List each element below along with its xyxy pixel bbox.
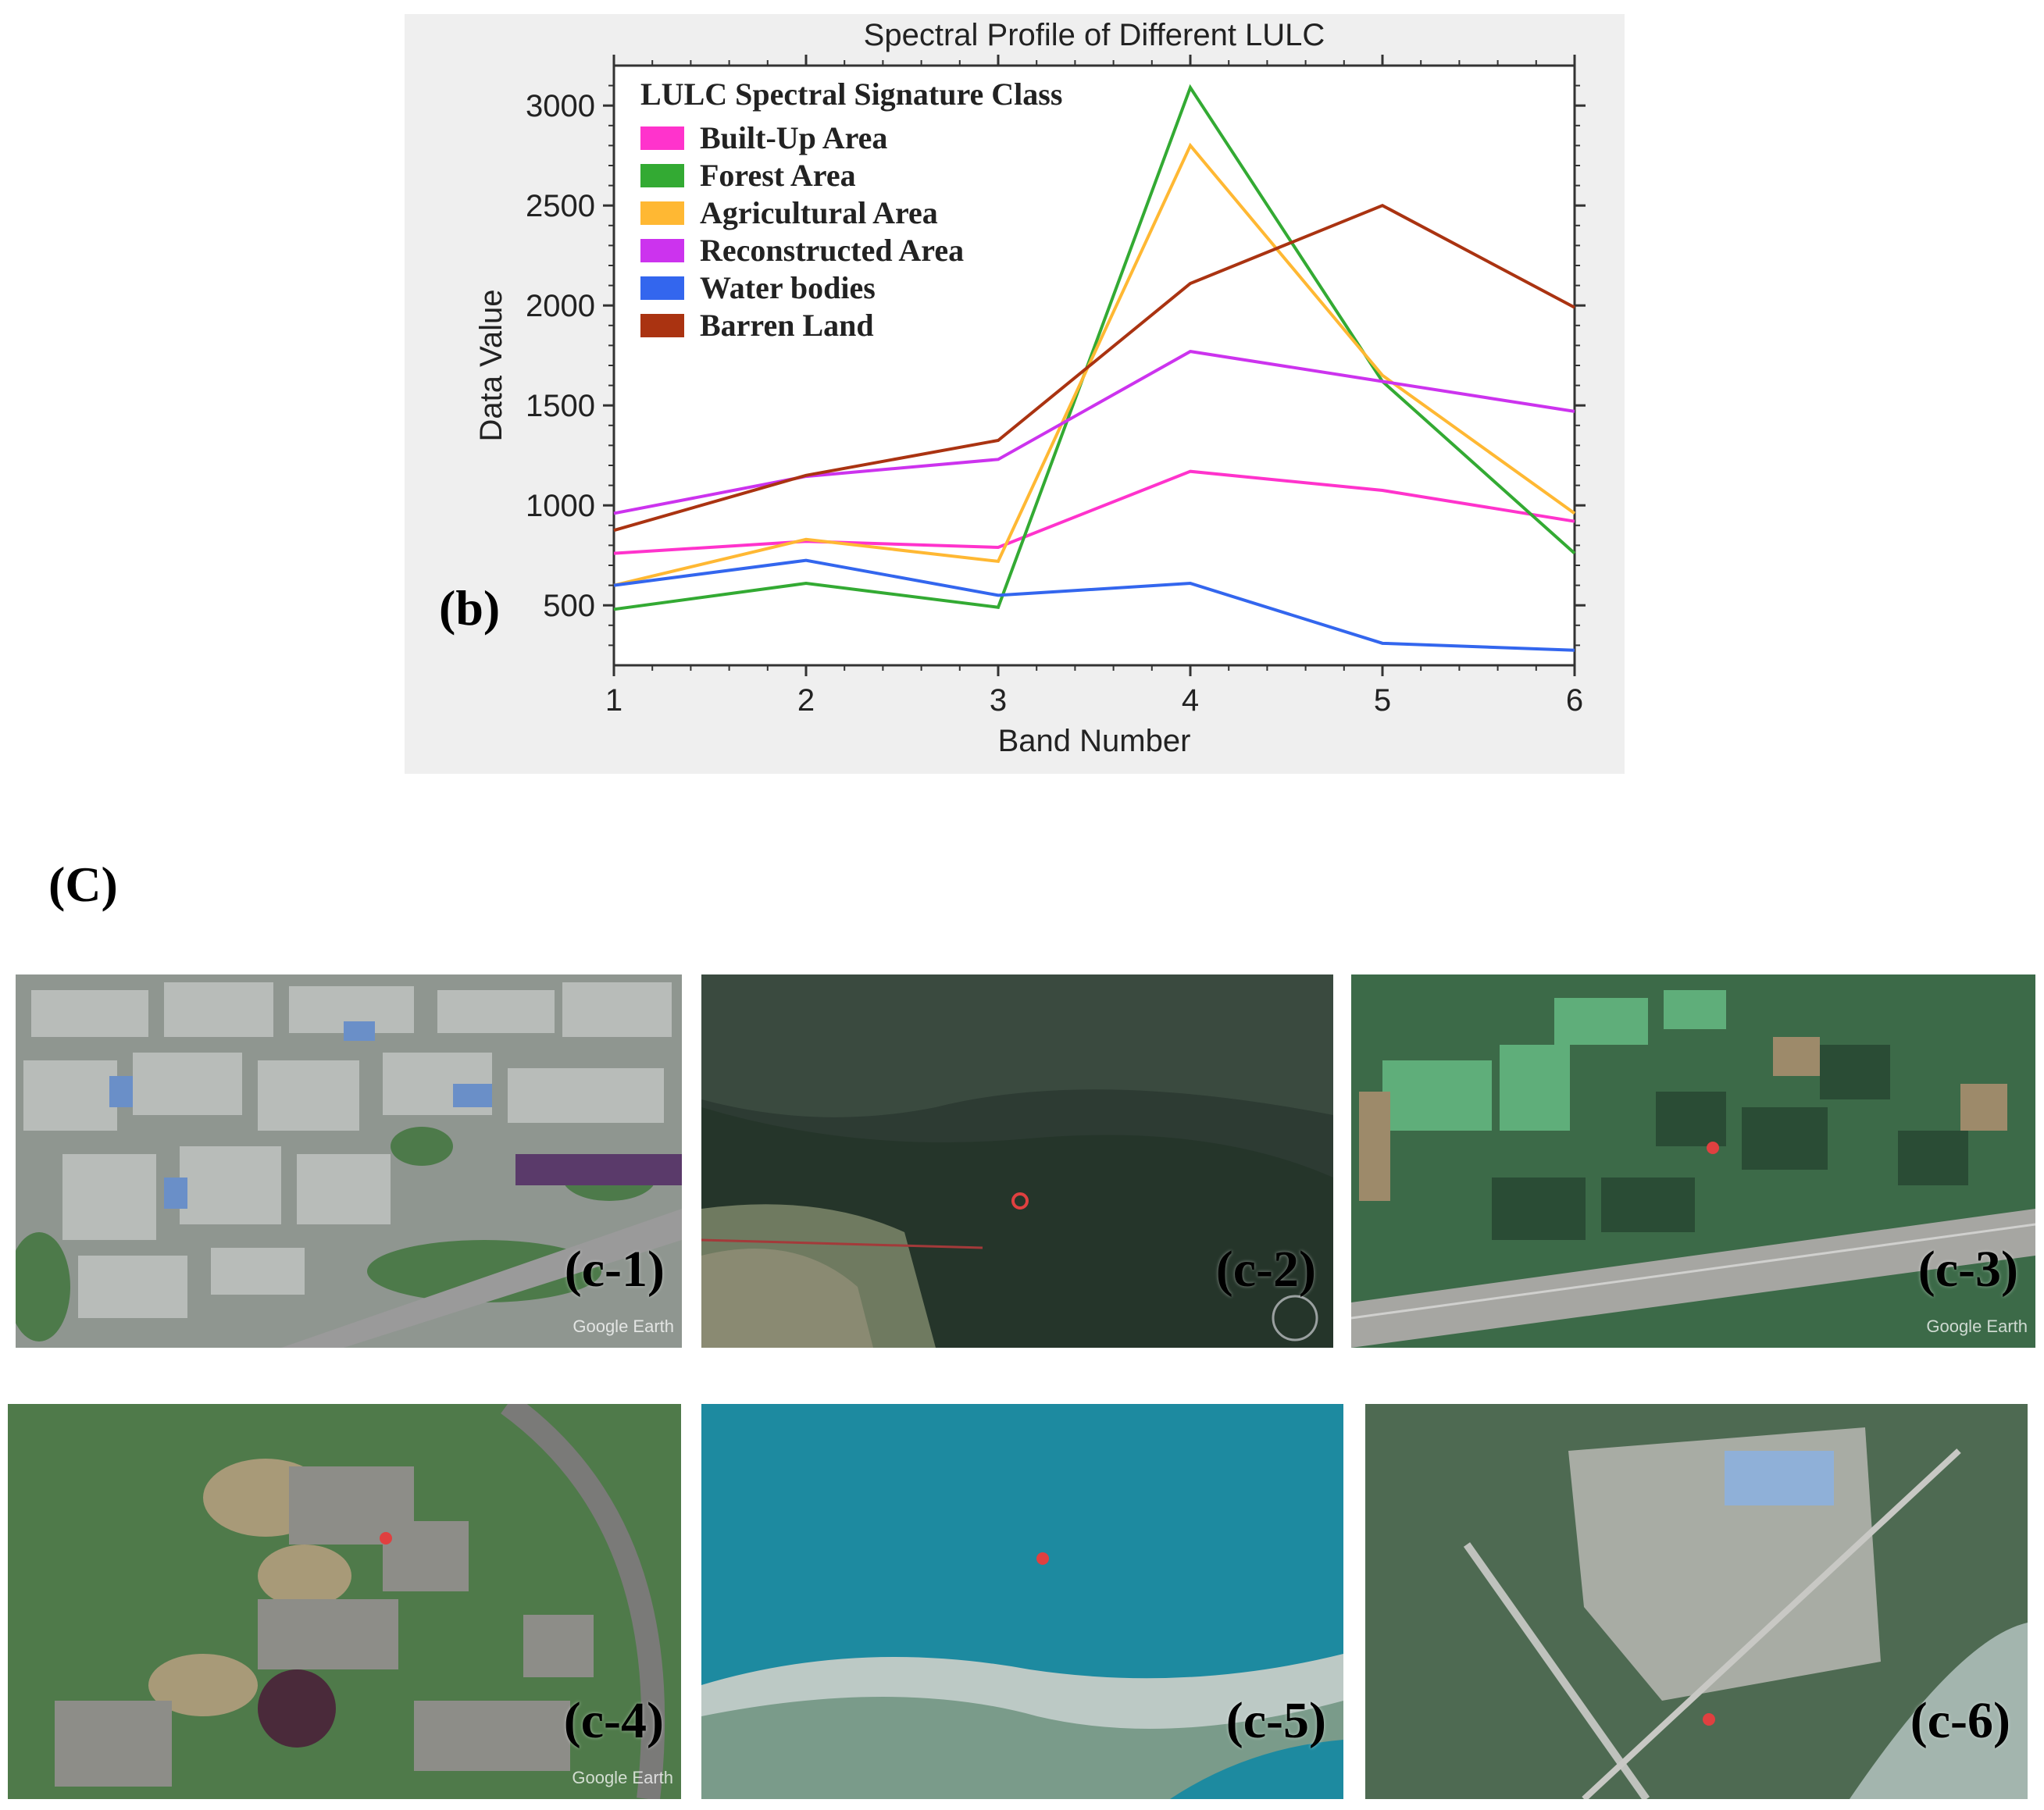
x-axis-label: Band Number: [998, 724, 1191, 758]
photo-label: (c-3): [1917, 1241, 2018, 1298]
x-tick-label: 6: [1566, 683, 1583, 718]
photo-barren: (c-6): [1365, 1404, 2028, 1799]
photo-water: (c-5): [701, 1404, 1343, 1799]
panel-c-label: (C): [48, 857, 118, 912]
agricultural-scene: [1351, 974, 2035, 1348]
legend-title: LULC Spectral Signature Class: [640, 77, 1062, 112]
x-tick-label: 2: [797, 683, 815, 718]
series-line: [613, 349, 1575, 515]
chart-title: Spectral Profile of Different LULC: [864, 18, 1325, 52]
series-line: [613, 469, 1575, 555]
y-tick-label: 3000: [526, 89, 595, 123]
photo-watermark: Google Earth: [573, 1317, 674, 1336]
photo-reconstructed: (c-4) Google Earth: [8, 1404, 681, 1799]
x-tick-label: 5: [1374, 683, 1391, 718]
y-tick-label: 1500: [526, 389, 595, 423]
legend-swatch: [640, 164, 684, 187]
barren-scene: [1365, 1404, 2028, 1799]
legend-swatch: [640, 201, 684, 225]
x-tick-label: 3: [990, 683, 1007, 718]
legend-entry: Agricultural Area: [700, 195, 938, 230]
legend-entry: Built-Up Area: [700, 120, 887, 155]
legend-box: [633, 70, 1081, 322]
photo-label: (c-1): [564, 1241, 665, 1298]
photo-forest: (c-2): [701, 974, 1333, 1348]
y-tick-label: 500: [543, 589, 595, 623]
legend-entry: Water bodies: [700, 270, 876, 305]
photo-label: (c-2): [1215, 1241, 1316, 1298]
series-line: [613, 558, 1575, 652]
photo-label: (c-5): [1225, 1692, 1326, 1749]
y-axis-label: Data Value: [474, 290, 508, 442]
series-line: [613, 203, 1575, 533]
x-tick-label: 4: [1182, 683, 1199, 718]
chart-svg: LULC Spectral Signature Class Built-Up Ar…: [474, 18, 1586, 758]
photo-label: (c-4): [563, 1692, 664, 1749]
reconstructed-scene: [8, 1404, 681, 1799]
legend-swatch: [640, 239, 684, 262]
legend-swatch: [640, 126, 684, 150]
y-tick-label: 2500: [526, 189, 595, 223]
legend-swatch: [640, 314, 684, 337]
y-tick-label: 1000: [526, 489, 595, 523]
legend-entry: Barren Land: [700, 308, 874, 343]
photo-built-up: (c-1) Google Earth: [16, 974, 682, 1348]
built-up-scene: [16, 974, 682, 1348]
forest-scene: [701, 974, 1333, 1348]
series-line: [613, 84, 1576, 611]
legend-swatch: [640, 276, 684, 300]
y-tick-label: 2000: [526, 289, 595, 323]
x-tick-label: 1: [605, 683, 622, 718]
legend-entry: Reconstructed Area: [700, 233, 964, 268]
photo-label: (c-6): [1910, 1692, 2010, 1749]
spectral-profile-chart: LULC Spectral Signature Class Built-Up Ar…: [405, 14, 1625, 774]
water-scene: [701, 1404, 1343, 1799]
series-line: [613, 142, 1576, 587]
photo-agricultural: (c-3) Google Earth: [1351, 974, 2035, 1348]
photo-watermark: Google Earth: [572, 1768, 673, 1787]
panel-b-label: (b): [439, 580, 501, 636]
legend-entry: Forest Area: [700, 158, 856, 193]
photo-watermark: Google Earth: [1926, 1317, 2028, 1336]
